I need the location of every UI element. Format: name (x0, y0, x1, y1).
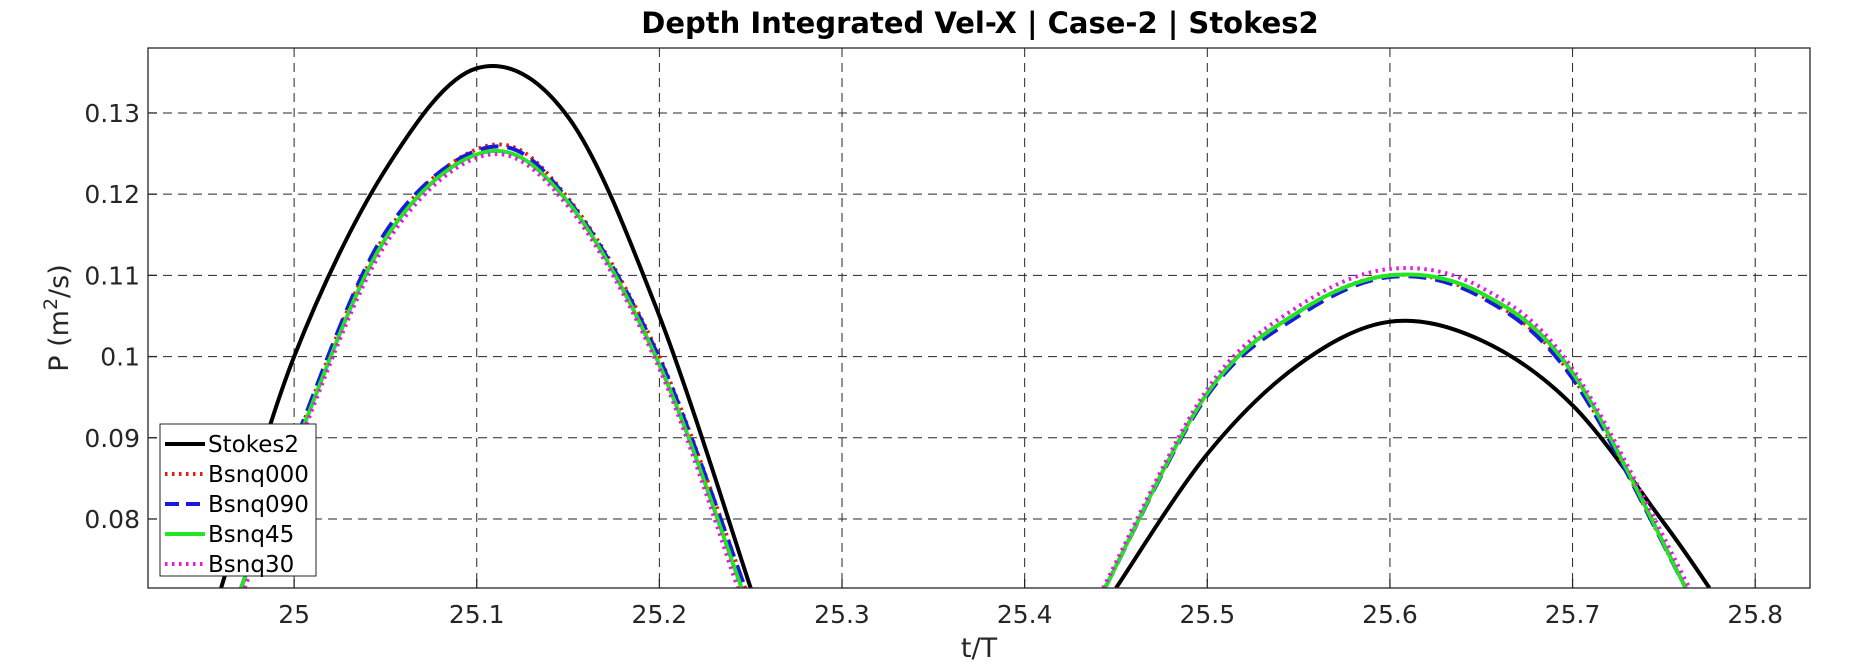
legend-label-bsnq000: Bsnq000 (208, 462, 309, 488)
legend-label-bsnq090: Bsnq090 (208, 492, 309, 518)
chart-title: Depth Integrated Vel-X | Case-2 | Stokes… (641, 6, 1318, 40)
plot-frame (147, 47, 1811, 589)
y-tick-label: 0.09 (84, 424, 140, 453)
y-axis-label-prefix: P (m (44, 310, 75, 372)
x-tick-label: 25.8 (1727, 600, 1783, 629)
x-tick-label: 25.4 (997, 600, 1053, 629)
series-line-stokes2 (219, 63, 753, 588)
legend-label-stokes2: Stokes2 (208, 432, 299, 458)
series-line-bsnq30 (1101, 266, 1692, 588)
x-tick-labels: 25 25.1 25.2 25.3 25.4 25.5 25.6 25.7 25.8 (278, 600, 1783, 629)
legend-label-bsnq30: Bsnq30 (208, 552, 294, 578)
y-tick-label: 0.12 (84, 180, 140, 209)
y-axis-label-sup: 2 (40, 298, 62, 310)
legend: Stokes2 Bsnq000 Bsnq090 Bsnq45 Bsnq30 (159, 423, 317, 578)
y-tick-label: 0.13 (84, 99, 140, 128)
x-tick-label: 25.1 (449, 600, 505, 629)
x-tick-label: 25.2 (632, 600, 688, 629)
x-axis-label: t/T (961, 633, 998, 664)
legend-label-bsnq45: Bsnq45 (208, 522, 294, 548)
y-axis-label: P (m2/s) (40, 264, 75, 372)
y-tick-label: 0.08 (84, 505, 140, 534)
x-tick-label: 25.3 (814, 600, 870, 629)
grid (148, 48, 1810, 588)
y-tick-label: 0.11 (84, 261, 140, 290)
legend-box (159, 423, 317, 577)
x-tick-label: 25.6 (1362, 600, 1418, 629)
series-line-bsnq45 (1103, 272, 1688, 588)
y-tick-labels: 0.08 0.09 0.1 0.11 0.12 0.13 (84, 99, 140, 534)
series-line-bsnq090 (239, 144, 748, 588)
y-tick-label: 0.1 (100, 343, 140, 372)
x-tick-label: 25.5 (1179, 600, 1235, 629)
series-line-stokes2 (1114, 318, 1712, 588)
y-axis-label-suffix: /s) (44, 264, 75, 298)
x-tick-label: 25.7 (1545, 600, 1601, 629)
x-tick-label: 25 (278, 600, 310, 629)
